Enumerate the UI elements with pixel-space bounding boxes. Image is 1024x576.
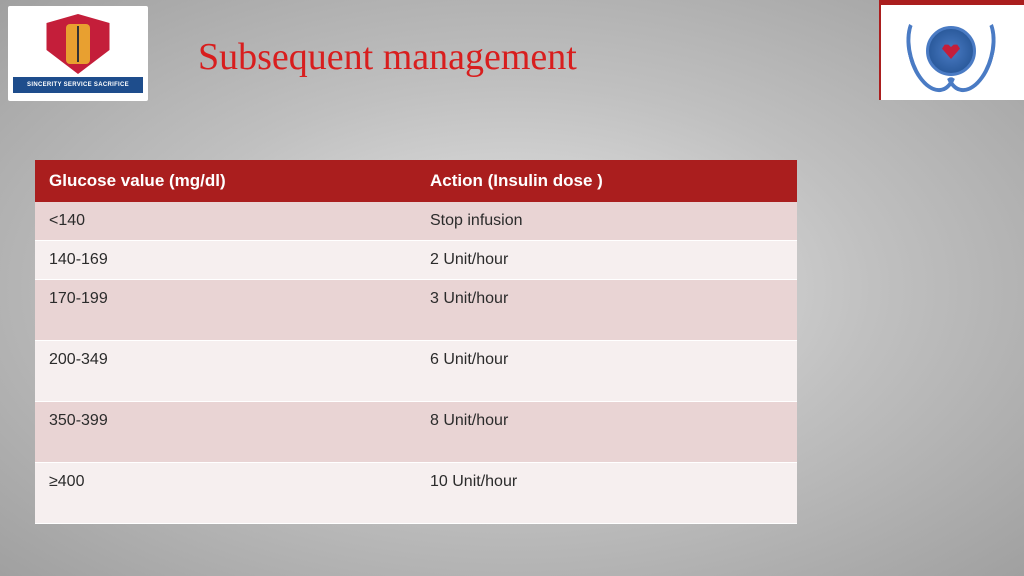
table-header-row: Glucose value (mg/dl) Action (Insulin do… bbox=[35, 160, 797, 202]
table-row: 350-3998 Unit/hour bbox=[35, 402, 797, 463]
column-header-glucose: Glucose value (mg/dl) bbox=[35, 160, 416, 202]
cell-action: 6 Unit/hour bbox=[416, 341, 797, 402]
cell-action: 2 Unit/hour bbox=[416, 241, 797, 280]
table-row: 140-1692 Unit/hour bbox=[35, 241, 797, 280]
management-table: Glucose value (mg/dl) Action (Insulin do… bbox=[35, 160, 797, 524]
department-wreath-logo bbox=[886, 6, 1016, 96]
shield-icon bbox=[43, 14, 113, 74]
table-row: 200-3496 Unit/hour bbox=[35, 341, 797, 402]
cell-action: 3 Unit/hour bbox=[416, 280, 797, 341]
cell-action: Stop infusion bbox=[416, 202, 797, 241]
cell-glucose: <140 bbox=[35, 202, 416, 241]
table-row: <140Stop infusion bbox=[35, 202, 797, 241]
cell-glucose: 140-169 bbox=[35, 241, 416, 280]
cell-glucose: 350-399 bbox=[35, 402, 416, 463]
cell-action: 8 Unit/hour bbox=[416, 402, 797, 463]
table-row: ≥40010 Unit/hour bbox=[35, 463, 797, 524]
slide-title: Subsequent management bbox=[198, 35, 577, 79]
column-header-action: Action (Insulin dose ) bbox=[416, 160, 797, 202]
cell-action: 10 Unit/hour bbox=[416, 463, 797, 524]
cell-glucose: 200-349 bbox=[35, 341, 416, 402]
table-row: 170-1993 Unit/hour bbox=[35, 280, 797, 341]
heart-icon bbox=[942, 43, 960, 59]
logo-banner-text: SINCERITY SERVICE SACRIFICE bbox=[13, 77, 143, 93]
wreath-icon bbox=[906, 9, 996, 94]
university-shield-logo: SINCERITY SERVICE SACRIFICE bbox=[8, 6, 148, 101]
cell-glucose: ≥400 bbox=[35, 463, 416, 524]
cell-glucose: 170-199 bbox=[35, 280, 416, 341]
